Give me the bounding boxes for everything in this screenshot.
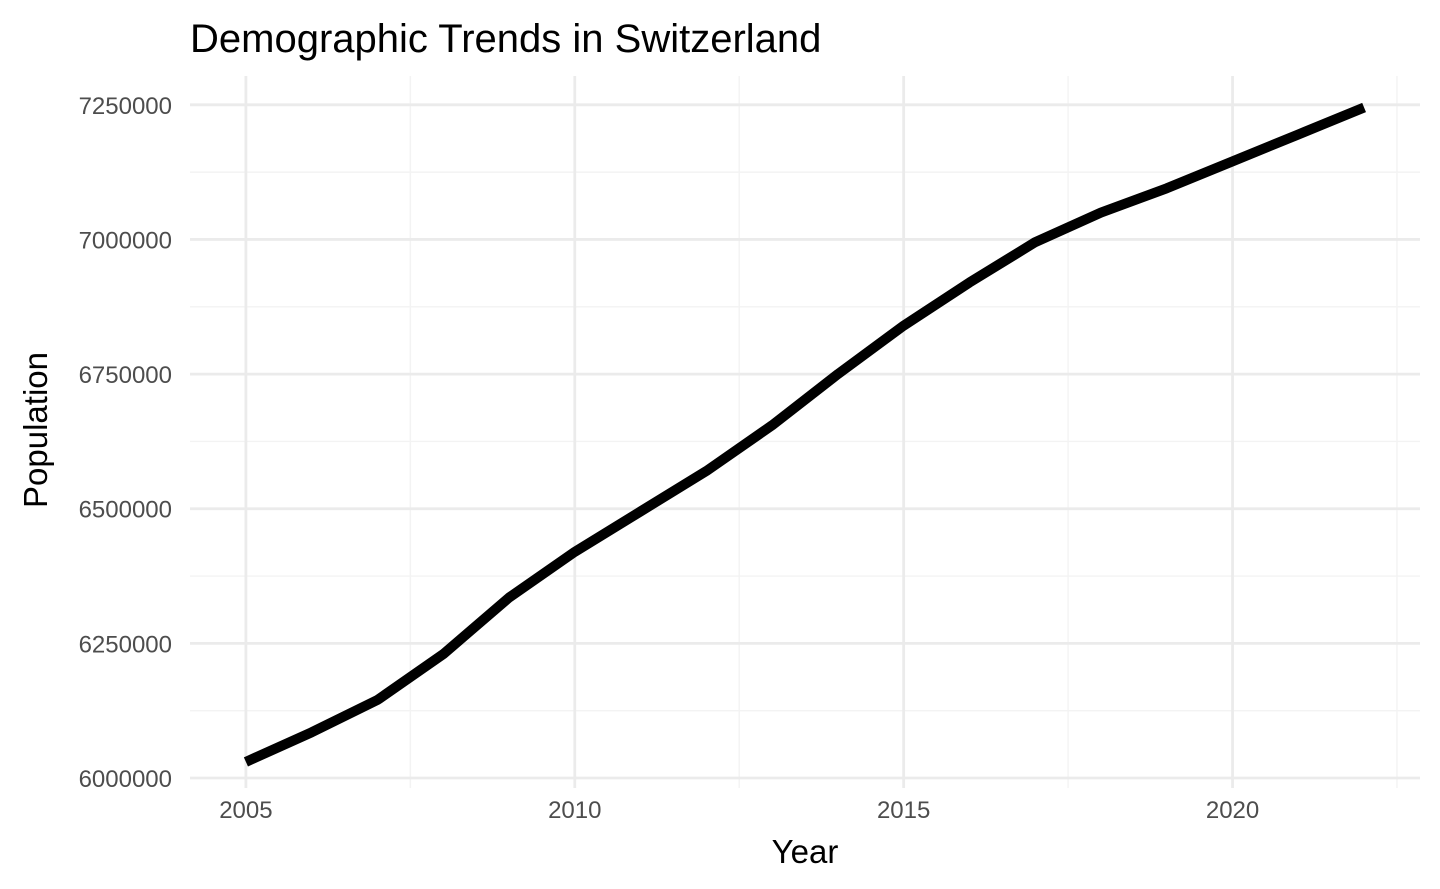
y-tick-label: 6250000 <box>79 631 172 658</box>
y-axis-title: Population <box>17 352 54 508</box>
x-tick-label: 2015 <box>877 797 930 824</box>
y-axis-tick-labels: 6000000 6250000 6500000 6750000 7000000 72500… <box>79 93 172 793</box>
y-tick-label: 7000000 <box>79 227 172 254</box>
series-line <box>243 102 1366 767</box>
y-tick-label: 7250000 <box>79 93 172 120</box>
x-axis-title: Year <box>772 833 839 870</box>
x-tick-label: 2020 <box>1206 797 1259 824</box>
chart-title: Demographic Trends in Switzerland <box>190 17 821 61</box>
y-tick-label: 6000000 <box>79 766 172 793</box>
major-gridlines <box>190 76 1420 788</box>
minor-gridlines <box>190 76 1420 788</box>
y-tick-label: 6500000 <box>79 497 172 524</box>
x-axis-tick-labels: 2005 2010 2015 2020 <box>219 797 1259 824</box>
x-tick-label: 2005 <box>219 797 272 824</box>
series-layer <box>243 102 1366 767</box>
y-tick-label: 6750000 <box>79 362 172 389</box>
x-tick-label: 2010 <box>548 797 601 824</box>
